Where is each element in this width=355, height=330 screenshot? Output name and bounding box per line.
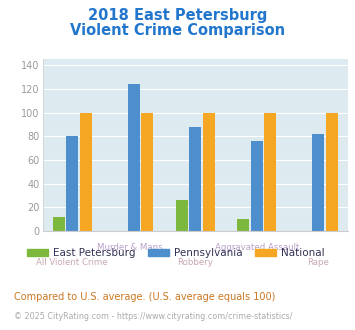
Text: © 2025 CityRating.com - https://www.cityrating.com/crime-statistics/: © 2025 CityRating.com - https://www.city… (14, 312, 293, 321)
Bar (203, 113, 215, 231)
Bar (189, 127, 201, 231)
Bar (237, 219, 249, 231)
Text: Violent Crime Comparison: Violent Crime Comparison (70, 23, 285, 38)
Bar (80, 113, 92, 231)
Text: Murder & Mans...: Murder & Mans... (97, 243, 170, 252)
Bar (127, 84, 140, 231)
Bar (251, 141, 263, 231)
Text: All Violent Crime: All Violent Crime (36, 258, 108, 267)
Bar (53, 217, 65, 231)
Bar (141, 113, 153, 231)
Text: Compared to U.S. average. (U.S. average equals 100): Compared to U.S. average. (U.S. average … (14, 292, 275, 302)
Text: Robbery: Robbery (177, 258, 213, 267)
Text: Aggravated Assault: Aggravated Assault (215, 243, 299, 252)
Text: 2018 East Petersburg: 2018 East Petersburg (88, 8, 267, 23)
Bar (326, 113, 338, 231)
Text: Rape: Rape (307, 258, 329, 267)
Bar (176, 200, 188, 231)
Bar (264, 113, 277, 231)
Bar (312, 134, 324, 231)
Legend: East Petersburg, Pennsylvania, National: East Petersburg, Pennsylvania, National (23, 244, 329, 262)
Bar (66, 136, 78, 231)
